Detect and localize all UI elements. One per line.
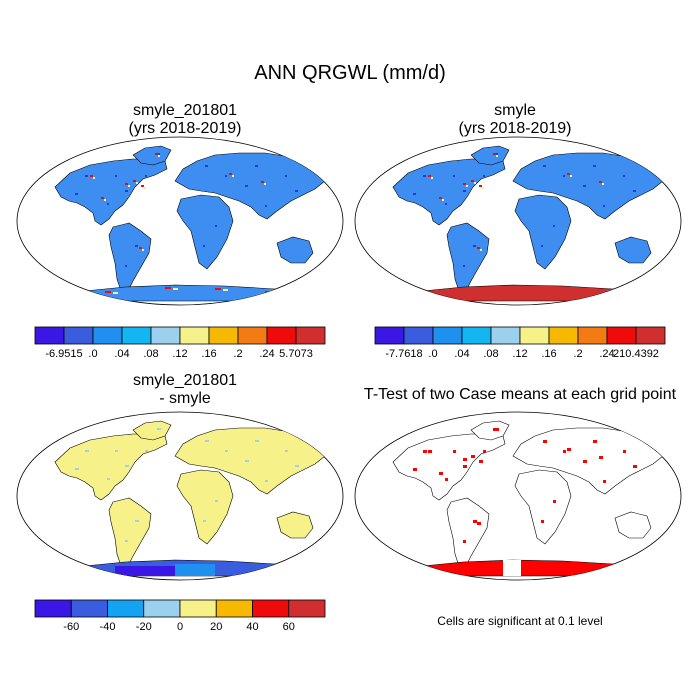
colorbar-label: 0 (177, 621, 183, 633)
colorbar-label: 210.4392 (613, 348, 659, 360)
land-africa (514, 194, 572, 270)
colorbar-box (432, 326, 463, 345)
land-north-america (392, 158, 506, 226)
colorbar-label: .0 (88, 348, 97, 360)
colorbar-box (403, 326, 434, 345)
land-africa (176, 194, 234, 270)
colorbar-label: .24 (599, 348, 614, 360)
colorbar-label: .08 (483, 348, 498, 360)
colorbar-label: .0 (428, 348, 437, 360)
colorbar-label: -20 (136, 621, 152, 633)
colorbar-label: .12 (512, 348, 527, 360)
colorbar-label: .2 (573, 348, 582, 360)
colorbar-box (252, 599, 290, 618)
colorbar-box (266, 326, 297, 345)
land-greenland (132, 145, 172, 166)
colorbar-label: 60 (283, 621, 295, 633)
colorbar-label: .24 (259, 348, 274, 360)
panel-title-ttest-line1: T-Test of two Case means at each grid po… (363, 386, 677, 403)
colorbar-box (374, 326, 405, 345)
colorbar-box (92, 326, 123, 345)
land-australia (614, 511, 652, 539)
colorbar-box (295, 326, 326, 345)
figure-title: ANN QRGWL (mm/d) (254, 62, 446, 84)
land-europe-asia (512, 427, 668, 495)
colorbar-label: .2 (233, 348, 242, 360)
colorbar-box (70, 599, 108, 618)
colorbar-label: .16 (201, 348, 216, 360)
map-control (354, 136, 682, 306)
colorbar-box (179, 599, 217, 618)
colorbar-box (490, 326, 521, 345)
land-greenland (132, 420, 172, 441)
colorbar-box (606, 326, 637, 345)
land-australia (276, 511, 314, 539)
land-europe-asia (174, 152, 330, 220)
land-australia (276, 236, 314, 264)
colorbar-box (143, 599, 181, 618)
colorbar-label: -60 (63, 621, 79, 633)
panel-title-case-line1: smyle_201801 (132, 102, 238, 119)
colorbar-label: -40 (100, 621, 116, 633)
colorbar-box (34, 326, 65, 345)
land-europe-asia (512, 152, 668, 220)
colorbar-box (215, 599, 253, 618)
land-africa (514, 469, 572, 545)
colorbar-label: -7.7618 (385, 348, 422, 360)
panel-title-difference-line1: smyle_201801 (132, 372, 238, 389)
colorbar-box (519, 326, 550, 345)
panel-title-control-line1: smyle (494, 102, 536, 119)
colorbar-box (63, 326, 94, 345)
land-north-america (54, 158, 168, 226)
colorbar-box (34, 599, 72, 618)
colorbar-box (107, 599, 145, 618)
colorbar-label: .04 (114, 348, 129, 360)
land-australia (614, 236, 652, 264)
panel-title-control: smyle (yrs 2018-2019) (355, 102, 675, 138)
colorbar-difference: -60 -40 -20 0 20 40 60 (34, 599, 326, 633)
colorbar-label: 20 (210, 621, 222, 633)
colorbar-label: 40 (246, 621, 258, 633)
colorbar-box (121, 326, 152, 345)
colorbar-box (237, 326, 268, 345)
colorbar-case: -6.9515 .0 .04 .08 .12 .16 .2 .24 5.7073 (34, 326, 326, 360)
colorbar-label: .08 (143, 348, 158, 360)
panel-title-difference: smyle_201801 - smyle (25, 372, 345, 408)
map-ttest (354, 411, 682, 581)
colorbar-box (635, 326, 666, 345)
panel-title-case: smyle_201801 (yrs 2018-2019) (25, 102, 345, 138)
panel-title-control-line2: (yrs 2018-2019) (458, 120, 572, 137)
land-greenland (470, 145, 510, 166)
colorbar-box (577, 326, 608, 345)
map-difference (16, 411, 344, 581)
colorbar-box (548, 326, 579, 345)
colorbar-label: .16 (541, 348, 556, 360)
significance-note: Cells are significant at 0.1 level (437, 614, 603, 628)
colorbar-label: 5.7073 (279, 348, 313, 360)
colorbar-label: .04 (454, 348, 469, 360)
land-north-america (392, 433, 506, 501)
panel-title-case-line2: (yrs 2018-2019) (128, 120, 242, 137)
colorbar-box (208, 326, 239, 345)
land-greenland (470, 420, 510, 441)
colorbar-box (288, 599, 326, 618)
colorbar-box (461, 326, 492, 345)
map-case (16, 136, 344, 306)
colorbar-box (150, 326, 181, 345)
panel-title-difference-line2: - smyle (159, 390, 211, 407)
land-europe-asia (174, 427, 330, 495)
colorbar-label: .12 (172, 348, 187, 360)
colorbar-box (179, 326, 210, 345)
colorbar-label: -6.9515 (45, 348, 82, 360)
land-north-america (54, 433, 168, 501)
panel-title-ttest: T-Test of two Case means at each grid po… (345, 386, 695, 404)
land-africa (176, 469, 234, 545)
